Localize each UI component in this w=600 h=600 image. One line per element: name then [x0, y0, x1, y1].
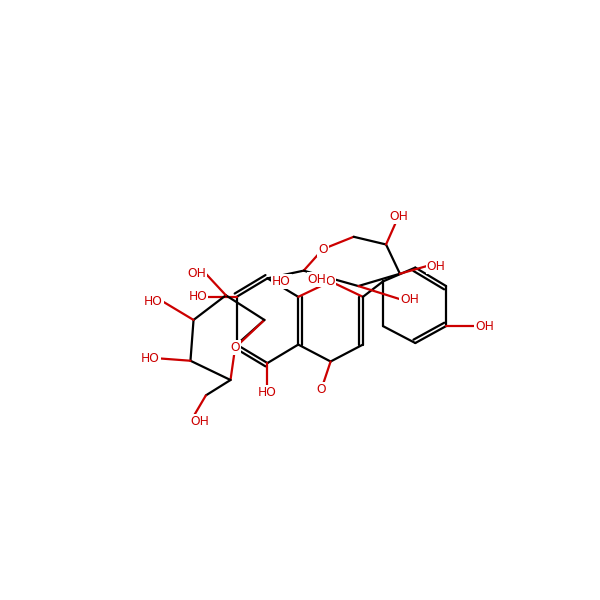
Text: HO: HO	[141, 352, 160, 365]
Text: OH: OH	[400, 293, 419, 305]
Text: HO: HO	[188, 290, 208, 304]
Text: OH: OH	[308, 274, 326, 286]
Text: OH: OH	[427, 260, 446, 272]
Text: OH: OH	[187, 267, 206, 280]
Text: HO: HO	[272, 275, 290, 288]
Text: OH: OH	[475, 320, 494, 332]
Text: O: O	[318, 242, 328, 256]
Text: OH: OH	[389, 210, 408, 223]
Text: O: O	[326, 275, 335, 288]
Text: HO: HO	[258, 386, 277, 399]
Text: O: O	[230, 341, 240, 354]
Text: HO: HO	[144, 295, 163, 308]
Text: OH: OH	[190, 415, 209, 428]
Text: O: O	[317, 383, 326, 396]
